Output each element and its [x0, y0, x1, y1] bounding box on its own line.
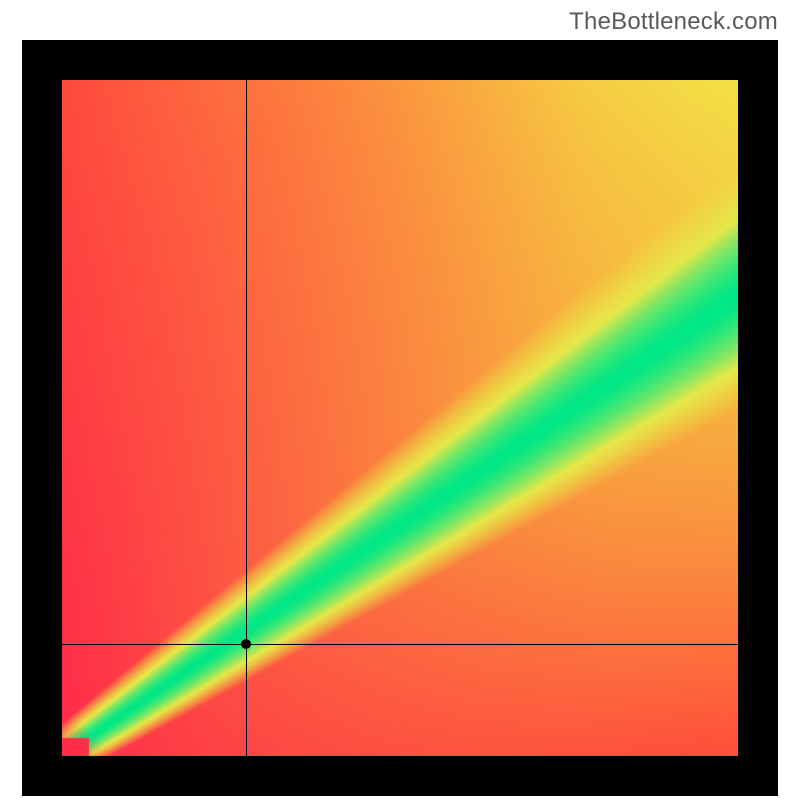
watermark-text: TheBottleneck.com — [569, 8, 778, 36]
bottleneck-marker-dot — [241, 639, 251, 649]
crosshair-vertical — [246, 80, 247, 756]
chart-border — [22, 40, 778, 796]
crosshair-horizontal — [62, 644, 738, 645]
heatmap-canvas — [62, 80, 738, 756]
